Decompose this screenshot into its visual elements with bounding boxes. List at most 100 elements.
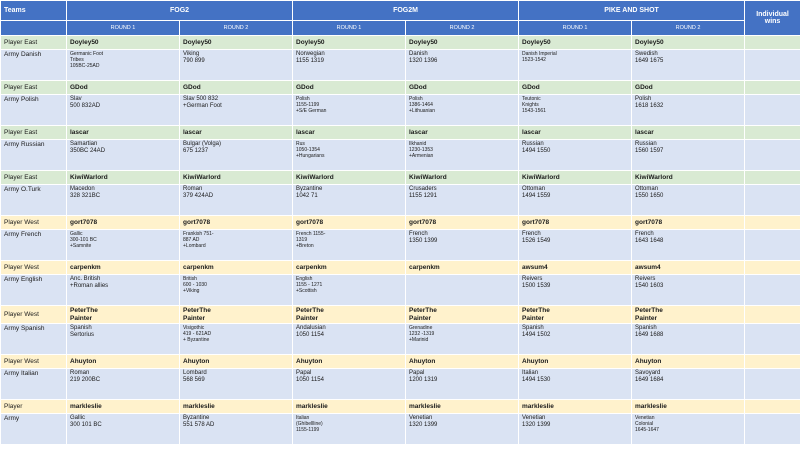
- army-cell: Viking 790 899: [179, 49, 293, 81]
- army-name: Polish 1155-1199 +S/E German: [296, 96, 327, 114]
- player-name-cell: Ahuyton: [179, 354, 293, 369]
- individual-wins-cell: [744, 170, 800, 185]
- blank-header: [0, 20, 67, 36]
- player-name-cell: awsum4: [518, 260, 633, 275]
- army-name: English 1155 - 1271 +Scottish: [296, 276, 323, 294]
- player-name-cell: KiwiWarlord: [518, 170, 633, 185]
- player-row: Player West Ahuyton Ahuyton Ahuyton Ahuyton A…: [0, 354, 800, 369]
- player-label: Player: [0, 399, 67, 414]
- player-name-cell: PeterThe Painter: [518, 305, 633, 324]
- army-name: Samartian 350BC 24AD: [70, 141, 106, 155]
- army-cell: Swedish 1649 1675: [631, 49, 746, 81]
- army-cell: Grenadine 1232 -1319 +Marinid: [404, 323, 520, 355]
- player-name-cell: Ahuyton: [631, 354, 746, 369]
- player-name-cell: GDod: [179, 80, 293, 95]
- player-row: Player West carpenkm carpenkm carpenkm carpe…: [0, 260, 800, 275]
- individual-wins-cell: [744, 274, 800, 306]
- army-cell: English 1155 - 1271 +Scottish: [292, 274, 406, 306]
- player-name-cell: markleslie: [518, 399, 633, 414]
- individual-wins-cell: [744, 139, 800, 171]
- player-row: Player East KiwiWarlord KiwiWarlord KiwiWar…: [0, 170, 800, 185]
- army-name: Spanish 1494 1502: [522, 325, 551, 339]
- army-cell: Reivers 1540 1603: [631, 274, 746, 306]
- army-cell: Polish 1618 1632: [631, 94, 746, 126]
- player-name-cell: PeterThe Painter: [179, 305, 293, 324]
- round-header: ROUND 1: [518, 20, 633, 36]
- army-label: Army Russian: [0, 139, 67, 171]
- player-name-cell: markleslie: [179, 399, 293, 414]
- individual-wins-cell: [744, 80, 800, 95]
- player-name-cell: markleslie: [292, 399, 406, 414]
- army-name: Papal 1050 1154: [296, 370, 324, 384]
- army-name: Frankish 751- 887 AD +Lombard: [183, 231, 214, 249]
- army-name: Spanish Sertorius: [70, 325, 95, 339]
- player-name-cell: KiwiWarlord: [66, 170, 180, 185]
- army-name: Macedon 328 321BC: [70, 186, 101, 200]
- army-label: Army French: [0, 229, 67, 261]
- army-cell: Byzantine 551 578 AD: [179, 413, 293, 445]
- army-name: Danish 1320 1396: [409, 51, 438, 65]
- army-name: Andalusian 1050 1154: [296, 325, 326, 339]
- army-name: Ilkhanid 1230-1353 +Armenian: [409, 141, 434, 159]
- army-name: Venetian 1320 1399: [522, 415, 551, 429]
- player-name-cell: Ahuyton: [66, 354, 180, 369]
- player-name-cell: Ahuyton: [518, 354, 633, 369]
- army-cell: Papal 1050 1154: [292, 368, 406, 400]
- player-name-cell: gort7078: [292, 215, 406, 230]
- player-name-cell: Doyley50: [66, 35, 180, 50]
- player-name-cell: carpenkm: [179, 260, 293, 275]
- player-name-cell: carpenkm: [292, 260, 406, 275]
- player-name-cell: gort7078: [518, 215, 633, 230]
- army-cell: Bulgar (Volga) 675 1237: [179, 139, 293, 171]
- individual-wins-cell: [744, 35, 800, 50]
- army-row: Army O.Turk Macedon 328 321BC Roman 379 42…: [0, 184, 800, 216]
- round-header: ROUND 2: [631, 20, 746, 36]
- army-cell: Macedon 328 321BC: [66, 184, 180, 216]
- army-name: Reivers 1500 1539: [522, 276, 551, 290]
- army-cell: Venetian Colonial 1645-1647: [631, 413, 746, 445]
- army-name: Ottoman 1550 1650: [635, 186, 664, 200]
- player-name-cell: Doyley50: [631, 35, 746, 50]
- player-name-cell: Doyley50: [179, 35, 293, 50]
- player-label: Player East: [0, 170, 67, 185]
- army-name: Danish Imperial 1523-1542: [522, 51, 557, 63]
- individual-wins-cell: [744, 125, 800, 140]
- player-name-cell: Ahuyton: [292, 354, 406, 369]
- army-name: Grenadine 1232 -1319 +Marinid: [409, 325, 435, 343]
- army-cell: Frankish 751- 887 AD +Lombard: [179, 229, 293, 261]
- army-cell: Ilkhanid 1230-1353 +Armenian: [404, 139, 520, 171]
- army-name: Gallic 300 101 BC: [70, 415, 102, 429]
- player-name-cell: lascar: [631, 125, 746, 140]
- army-name: French 1526 1549: [522, 231, 551, 245]
- army-cell: Venetian 1320 1399: [518, 413, 633, 445]
- army-label: Army O.Turk: [0, 184, 67, 216]
- army-cell: Visigothic 419 - 621AD + Byzantine: [179, 323, 293, 355]
- individual-wins-cell: [744, 305, 800, 324]
- group-header-fog2m: FOG2M: [291, 0, 520, 21]
- army-name: Ottoman 1494 1559: [522, 186, 551, 200]
- army-cell: British 600 - 1030 +Viking: [179, 274, 293, 306]
- army-cell: Papal 1200 1319: [404, 368, 520, 400]
- army-name: Italian 1494 1530: [522, 370, 551, 384]
- individual-wins-header: Individual wins: [744, 0, 800, 36]
- army-cell: Russian 1560 1597: [631, 139, 746, 171]
- player-name-cell: lascar: [404, 125, 520, 140]
- army-name: Swedish 1649 1675: [635, 51, 664, 65]
- army-cell: French 1643 1648: [631, 229, 746, 261]
- army-name: Polish 1386-1464 +Lithuanian: [409, 96, 435, 114]
- army-name: Polish 1618 1632: [635, 96, 664, 110]
- army-name: Anc. British +Roman allies: [70, 276, 109, 290]
- individual-wins-cell: [744, 184, 800, 216]
- army-name: Venetian 1320 1399: [409, 415, 438, 429]
- army-name: Slav 500 832 +German Foot: [183, 96, 222, 110]
- player-name-cell: KiwiWarlord: [404, 170, 520, 185]
- army-name: Bulgar (Volga) 675 1237: [183, 141, 222, 155]
- player-name-cell: lascar: [179, 125, 293, 140]
- header-row-rounds: ROUND 1 ROUND 2 ROUND 1 ROUND 2 ROUND 1 …: [0, 20, 800, 36]
- individual-wins-cell: [744, 229, 800, 261]
- player-name-cell: carpenkm: [404, 260, 520, 275]
- army-row: Army English Anc. British +Roman allies Br…: [0, 274, 800, 306]
- army-cell: Polish 1386-1464 +Lithuanian: [404, 94, 520, 126]
- round-header: ROUND 2: [179, 20, 293, 36]
